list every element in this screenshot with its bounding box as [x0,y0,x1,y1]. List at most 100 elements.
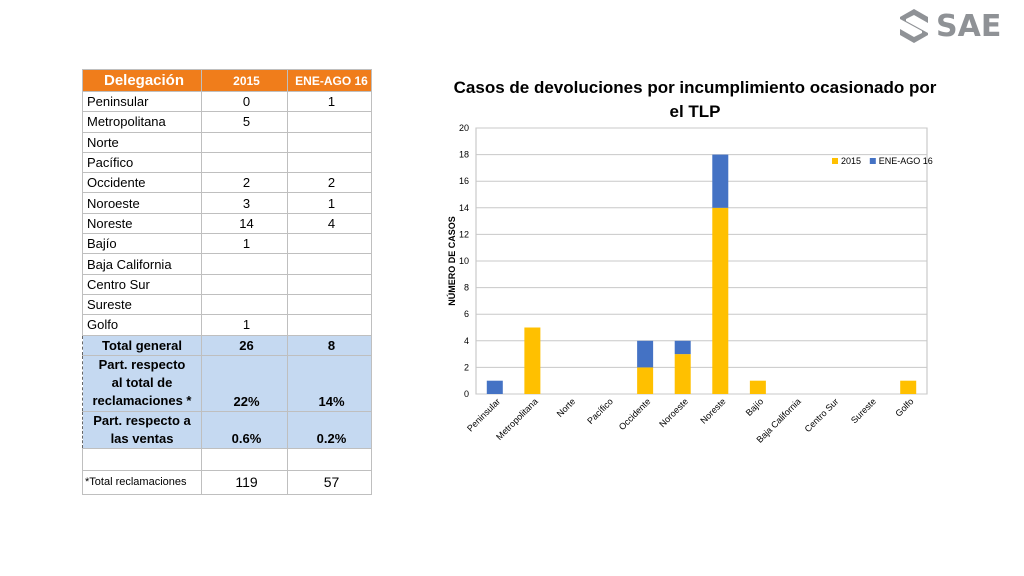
table-row: Baja California [82,253,372,275]
x-tick-label: Occidente [617,396,653,432]
part-reclamaciones-row: Part. respecto al total de reclamaciones… [82,354,372,412]
table-cell: 1 [201,314,288,336]
delegaciones-table: Delegación 2015 ENE-AGO 16 Peninsular 0 1 Metr… [82,69,372,495]
y-tick-label: 8 [464,283,469,293]
x-tick-label: Bajío [744,396,766,418]
total-row: Total general 26 8 [82,334,372,356]
table-cell: 1 [201,233,288,255]
y-tick-label: 6 [464,309,469,319]
table-cell: 0.2% [287,410,372,449]
x-tick-label: Noroeste [657,396,690,429]
x-tick-label: Peninsular [465,396,502,433]
bar-ene-ago-16 [637,340,654,368]
bar-2015 [712,207,729,394]
table-cell: 1 [287,192,372,214]
table-cell: Centro Sur [82,273,202,295]
table-cell: Baja California [82,253,202,275]
x-tick-label: Norte [555,396,578,419]
bar-2015 [900,380,917,394]
table-cell [201,131,288,153]
table-cell: 119 [201,469,288,495]
table-cell [201,151,288,174]
table-cell [287,151,372,174]
table-row: Sureste [82,293,372,316]
bar-2015 [637,367,654,394]
bar-ene-ago-16 [486,380,503,394]
table-cell: 57 [287,469,372,495]
x-tick-label: Golfo [893,396,915,418]
table-cell: 5 [201,111,288,133]
y-axis-label: NÚMERO DE CASOS [446,216,457,306]
table-cell: 3 [201,192,288,214]
x-tick-label: Sureste [849,396,878,425]
bar-2015 [749,380,766,394]
table-cell: 2 [201,172,288,194]
table-cell [287,233,372,255]
table-cell: 26 [201,334,288,356]
y-tick-label: 2 [464,362,469,372]
legend-swatch [869,158,876,164]
table-cell: *Total reclamaciones [82,469,202,495]
table-cell: Part. respecto a las ventas [82,410,202,449]
legend-swatch [832,158,838,164]
table-cell: 0.6% [201,410,288,449]
table-cell [201,253,288,275]
table-row: Golfo 1 [82,314,372,336]
table-row: Bajío 1 [82,233,372,255]
table-cell [201,447,288,471]
table-cell [287,273,372,295]
table-cell: 14 [201,212,288,235]
table-row: Noreste 14 4 [82,212,372,235]
sae-logo: SAE [900,6,1016,46]
table-row: Noroeste 3 1 [82,192,372,214]
table-cell: Delegación [82,69,202,92]
legend-label: 2015 [841,156,861,166]
chart-title: Casos de devoluciones por incumplimiento… [453,78,937,121]
table-header-row: Delegación 2015 ENE-AGO 16 [82,69,372,92]
table-cell: Pacífico [82,151,202,174]
bar-2015 [524,327,541,394]
bar-2015 [674,354,691,394]
table-cell [287,131,372,153]
table-cell [287,253,372,275]
table-cell: Metropolitana [82,111,202,133]
x-tick-label: Centro Sur [803,396,841,434]
table-cell: 2015 [201,69,288,92]
table-cell: Sureste [82,293,202,316]
table-cell [201,293,288,316]
table-cell: ENE-AGO 16 [287,69,372,92]
table-cell [287,447,372,471]
table-cell: Norte [82,131,202,153]
bar-ene-ago-16 [674,340,691,355]
table-cell: 14% [287,354,372,412]
table-cell: Total general [82,334,202,356]
table-cell: Noroeste [82,192,202,214]
y-tick-label: 20 [459,123,469,133]
table-cell: 22% [201,354,288,412]
legend-label: ENE-AGO 16 [879,156,933,166]
stacked-bar-chart: 0 2 4 6 8 10 12 14 16 18 20 NÚMERO DE CASOS Peninsul… [446,123,933,445]
y-tick-label: 10 [459,256,469,266]
table-cell [287,314,372,336]
x-tick-label: Pacífico [585,396,615,426]
table-cell: Bajío [82,233,202,255]
table-cell: Part. respecto al total de reclamaciones… [82,354,202,412]
part-ventas-row: Part. respecto a las ventas 0.6% 0.2% [82,410,372,449]
table-cell: Golfo [82,314,202,336]
table-row: Norte [82,131,372,153]
table-cell [287,111,372,133]
y-tick-label: 4 [464,336,469,346]
table-row: Metropolitana 5 [82,111,372,133]
table-row-empty [82,447,372,471]
table-row: Peninsular 0 1 [82,90,372,113]
sae-logo-icon [900,9,928,43]
logo-text: SAE [936,8,1002,44]
table-row: Pacífico [82,151,372,174]
table-cell: 0 [201,90,288,113]
table-cell: 2 [287,172,372,194]
y-tick-label: 12 [459,229,469,239]
y-tick-label: 14 [459,203,469,213]
table-cell: Occidente [82,172,202,194]
table-row: Centro Sur [82,273,372,295]
table-cell: Noreste [82,212,202,235]
